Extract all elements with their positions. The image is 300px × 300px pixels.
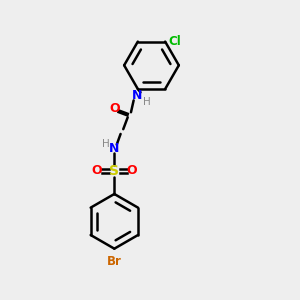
Text: N: N — [109, 142, 119, 155]
Text: O: O — [91, 164, 102, 177]
Text: Br: Br — [107, 255, 122, 268]
Text: H: H — [101, 139, 109, 149]
Text: S: S — [109, 164, 119, 178]
Text: H: H — [143, 97, 151, 107]
Text: O: O — [127, 164, 137, 177]
Text: O: O — [110, 103, 120, 116]
Text: N: N — [131, 89, 142, 102]
Text: Cl: Cl — [169, 35, 182, 48]
